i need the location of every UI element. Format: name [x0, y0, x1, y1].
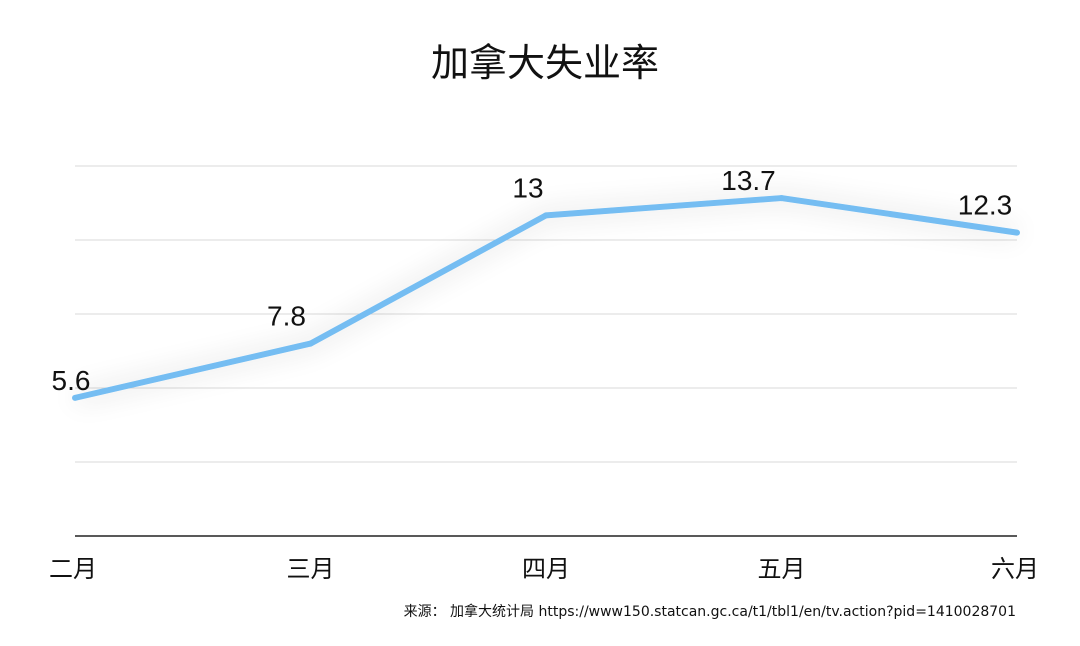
- data-labels: 5.6 7.8 13 13.7 12.3: [52, 165, 1013, 396]
- data-label: 12.3: [958, 190, 1013, 221]
- series-line: [74, 195, 1018, 401]
- x-tick-label: 二月: [49, 555, 97, 583]
- data-label: 7.8: [267, 301, 306, 332]
- data-label: 5.6: [52, 365, 91, 396]
- chart-title: 加拿大失业率: [431, 41, 659, 85]
- source-note: 来源： 加拿大统计局 https://www150.statcan.gc.ca/…: [404, 603, 1016, 620]
- data-point: [543, 212, 549, 219]
- data-point: [307, 340, 314, 347]
- data-point: [72, 394, 78, 401]
- data-label: 13: [512, 172, 543, 203]
- data-label: 13.7: [721, 165, 776, 196]
- x-tick-label: 五月: [758, 555, 806, 583]
- data-point: [778, 195, 785, 202]
- x-tick-label: 三月: [287, 555, 335, 583]
- series-layer: [72, 195, 1020, 401]
- x-tick-labels: 二月 三月 四月 五月 六月: [49, 555, 1039, 583]
- data-point: [1014, 229, 1020, 236]
- x-tick-label: 六月: [991, 555, 1039, 583]
- gridlines: [75, 165, 1017, 463]
- x-tick-label: 四月: [522, 555, 570, 583]
